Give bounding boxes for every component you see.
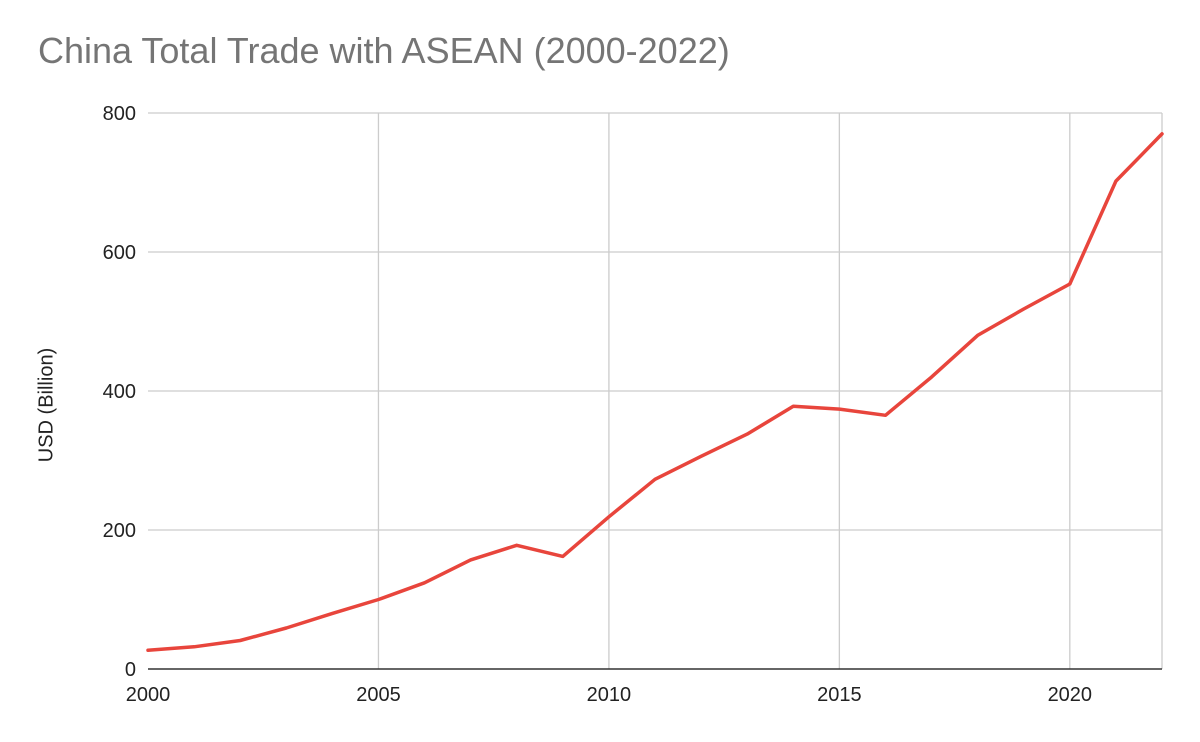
y-tick-label: 400 — [103, 381, 136, 403]
y-tick-label: 200 — [103, 520, 136, 542]
series-line — [146, 132, 1164, 652]
tick-labels: 0 200 400 600 800 2000 2005 2010 2015 2020 — [103, 103, 1092, 706]
y-tick-label: 600 — [103, 242, 136, 264]
series-group — [146, 132, 1164, 652]
x-tick-label: 2000 — [126, 684, 171, 706]
y-tick-label: 0 — [125, 659, 136, 681]
x-tick-label: 2005 — [356, 684, 401, 706]
x-tick-label: 2015 — [817, 684, 862, 706]
grid-lines — [148, 112, 1163, 669]
x-tick-label: 2020 — [1048, 684, 1093, 706]
y-tick-label: 800 — [103, 103, 136, 125]
chart-title: China Total Trade with ASEAN (2000-2022) — [38, 30, 730, 71]
x-tick-label: 2010 — [587, 684, 632, 706]
